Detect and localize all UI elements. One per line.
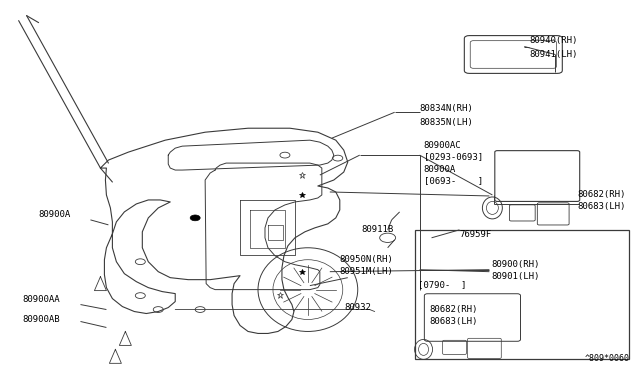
- Text: 80683(LH): 80683(LH): [577, 202, 625, 211]
- Text: 80900AA: 80900AA: [22, 295, 60, 304]
- Text: ^809*0060: ^809*0060: [584, 354, 629, 363]
- Text: 80900A: 80900A: [424, 164, 456, 174]
- Text: 80940(RH): 80940(RH): [529, 36, 578, 45]
- Text: [0790-  ]: [0790- ]: [417, 280, 466, 289]
- Circle shape: [190, 215, 200, 221]
- Text: 80911B: 80911B: [362, 225, 394, 234]
- Text: 80835N(LH): 80835N(LH): [420, 118, 474, 127]
- Text: 80900AB: 80900AB: [22, 315, 60, 324]
- Text: 80682(RH): 80682(RH): [577, 190, 625, 199]
- Text: 80683(LH): 80683(LH): [429, 317, 478, 326]
- Text: 80951M(LH): 80951M(LH): [340, 267, 394, 276]
- Text: 80834N(RH): 80834N(RH): [420, 104, 474, 113]
- Text: 80900AC: 80900AC: [424, 141, 461, 150]
- Text: 80932: 80932: [345, 303, 372, 312]
- Text: 80682(RH): 80682(RH): [429, 305, 478, 314]
- Text: [0293-0693]: [0293-0693]: [424, 153, 483, 161]
- Text: [0693-    ]: [0693- ]: [424, 177, 483, 186]
- Text: 80901(LH): 80901(LH): [492, 272, 540, 281]
- Text: 80941(LH): 80941(LH): [529, 50, 578, 59]
- Text: 80900A: 80900A: [38, 211, 71, 219]
- Text: 80900(RH): 80900(RH): [492, 260, 540, 269]
- Text: 80950N(RH): 80950N(RH): [340, 255, 394, 264]
- Text: 76959F: 76959F: [460, 230, 492, 239]
